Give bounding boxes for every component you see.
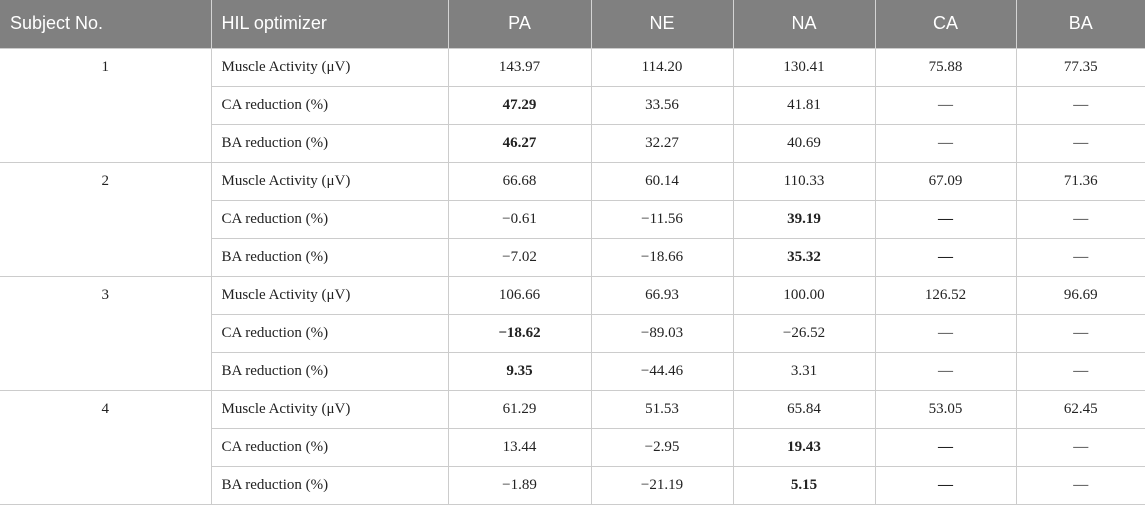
cell-na: 40.69	[732, 123, 876, 163]
cell-pa: 66.68	[447, 161, 592, 201]
subject-number: 4	[0, 389, 212, 505]
cell-pa: 9.35	[447, 351, 592, 391]
cell-na: 65.84	[732, 389, 876, 429]
metric-label: BA reduction (%)	[210, 237, 449, 277]
table-row: 4 Muscle Activity (μV) 61.29 51.53 65.84…	[0, 389, 1145, 505]
cell-pa: −1.89	[447, 465, 592, 505]
cell-ba: —	[1015, 123, 1145, 163]
header-subject-no: Subject No.	[0, 0, 211, 48]
cell-ba: —	[1015, 427, 1145, 467]
metric-label: Muscle Activity (μV)	[210, 161, 449, 201]
cell-pa: 47.29	[447, 85, 592, 125]
cell-pa: 143.97	[447, 47, 592, 87]
cell-ne: −44.46	[590, 351, 734, 391]
header-na: NA	[732, 0, 875, 48]
cell-ba: —	[1015, 313, 1145, 353]
table-row: CA reduction (%) −0.61 −11.56 39.19 — —	[0, 199, 1145, 239]
cell-ne: 60.14	[590, 161, 734, 201]
metric-label: BA reduction (%)	[210, 123, 449, 163]
cell-ca: —	[874, 351, 1017, 391]
cell-ba: —	[1015, 465, 1145, 505]
cell-pa: −7.02	[447, 237, 592, 277]
cell-ne: −21.19	[590, 465, 734, 505]
table-row: 3 Muscle Activity (μV) 106.66 66.93 100.…	[0, 275, 1145, 391]
metric-label: CA reduction (%)	[210, 427, 449, 467]
cell-ne: 51.53	[590, 389, 734, 429]
header-hil-optimizer: HIL optimizer	[210, 0, 448, 48]
subject-number: 3	[0, 275, 212, 391]
cell-na: 3.31	[732, 351, 876, 391]
cell-ne: −2.95	[590, 427, 734, 467]
cell-ca: 75.88	[874, 47, 1017, 87]
metric-label: CA reduction (%)	[210, 313, 449, 353]
cell-pa: −18.62	[447, 313, 592, 353]
cell-na: 5.15	[732, 465, 876, 505]
cell-ne: −18.66	[590, 237, 734, 277]
table-row: 1 Muscle Activity (μV) 143.97 114.20 130…	[0, 47, 1145, 163]
subject-number: 1	[0, 47, 212, 163]
cell-pa: 61.29	[447, 389, 592, 429]
metric-label: CA reduction (%)	[210, 199, 449, 239]
table-row: BA reduction (%) 9.35 −44.46 3.31 — —	[0, 351, 1145, 391]
cell-ca: —	[874, 123, 1017, 163]
cell-pa: −0.61	[447, 199, 592, 239]
cell-ba: 62.45	[1015, 389, 1145, 429]
metric-label: Muscle Activity (μV)	[210, 389, 449, 429]
header-ba: BA	[1015, 0, 1145, 48]
metric-label: Muscle Activity (μV)	[210, 47, 449, 87]
table-row: BA reduction (%) 46.27 32.27 40.69 — —	[0, 123, 1145, 163]
cell-pa: 46.27	[447, 123, 592, 163]
cell-ca: 126.52	[874, 275, 1017, 315]
cell-ca: —	[874, 199, 1017, 239]
metric-label: BA reduction (%)	[210, 351, 449, 391]
header-pa: PA	[447, 0, 591, 48]
subject-number: 2	[0, 161, 212, 277]
cell-ba: 71.36	[1015, 161, 1145, 201]
cell-ne: 33.56	[590, 85, 734, 125]
header-row: Subject No. HIL optimizer PA NE NA CA BA	[0, 0, 1145, 48]
cell-ca: —	[874, 237, 1017, 277]
cell-na: −26.52	[732, 313, 876, 353]
cell-pa: 106.66	[447, 275, 592, 315]
metric-label: Muscle Activity (μV)	[210, 275, 449, 315]
cell-ne: −89.03	[590, 313, 734, 353]
cell-ca: 53.05	[874, 389, 1017, 429]
cell-ne: 32.27	[590, 123, 734, 163]
cell-na: 130.41	[732, 47, 876, 87]
table-row: CA reduction (%) 47.29 33.56 41.81 — —	[0, 85, 1145, 125]
cell-na: 100.00	[732, 275, 876, 315]
cell-ca: —	[874, 313, 1017, 353]
cell-ba: 96.69	[1015, 275, 1145, 315]
header-ne: NE	[590, 0, 733, 48]
cell-pa: 13.44	[447, 427, 592, 467]
table-header: Subject No. HIL optimizer PA NE NA CA BA	[0, 0, 1145, 48]
metric-label: BA reduction (%)	[210, 465, 449, 505]
table-body: 1 Muscle Activity (μV) 143.97 114.20 130…	[0, 47, 1145, 505]
cell-ca: —	[874, 465, 1017, 505]
cell-ba: —	[1015, 85, 1145, 125]
cell-na: 41.81	[732, 85, 876, 125]
cell-na: 35.32	[732, 237, 876, 277]
cell-ba: —	[1015, 199, 1145, 239]
cell-ca: —	[874, 85, 1017, 125]
header-ca: CA	[874, 0, 1016, 48]
table-row: BA reduction (%) −1.89 −21.19 5.15 — —	[0, 465, 1145, 505]
table-row: BA reduction (%) −7.02 −18.66 35.32 — —	[0, 237, 1145, 277]
cell-ba: 77.35	[1015, 47, 1145, 87]
cell-ne: 114.20	[590, 47, 734, 87]
cell-na: 110.33	[732, 161, 876, 201]
cell-ca: 67.09	[874, 161, 1017, 201]
cell-ne: 66.93	[590, 275, 734, 315]
cell-na: 39.19	[732, 199, 876, 239]
metric-label: CA reduction (%)	[210, 85, 449, 125]
table-row: 2 Muscle Activity (μV) 66.68 60.14 110.3…	[0, 161, 1145, 277]
cell-ba: —	[1015, 351, 1145, 391]
cell-na: 19.43	[732, 427, 876, 467]
cell-ca: —	[874, 427, 1017, 467]
cell-ba: —	[1015, 237, 1145, 277]
cell-ne: −11.56	[590, 199, 734, 239]
